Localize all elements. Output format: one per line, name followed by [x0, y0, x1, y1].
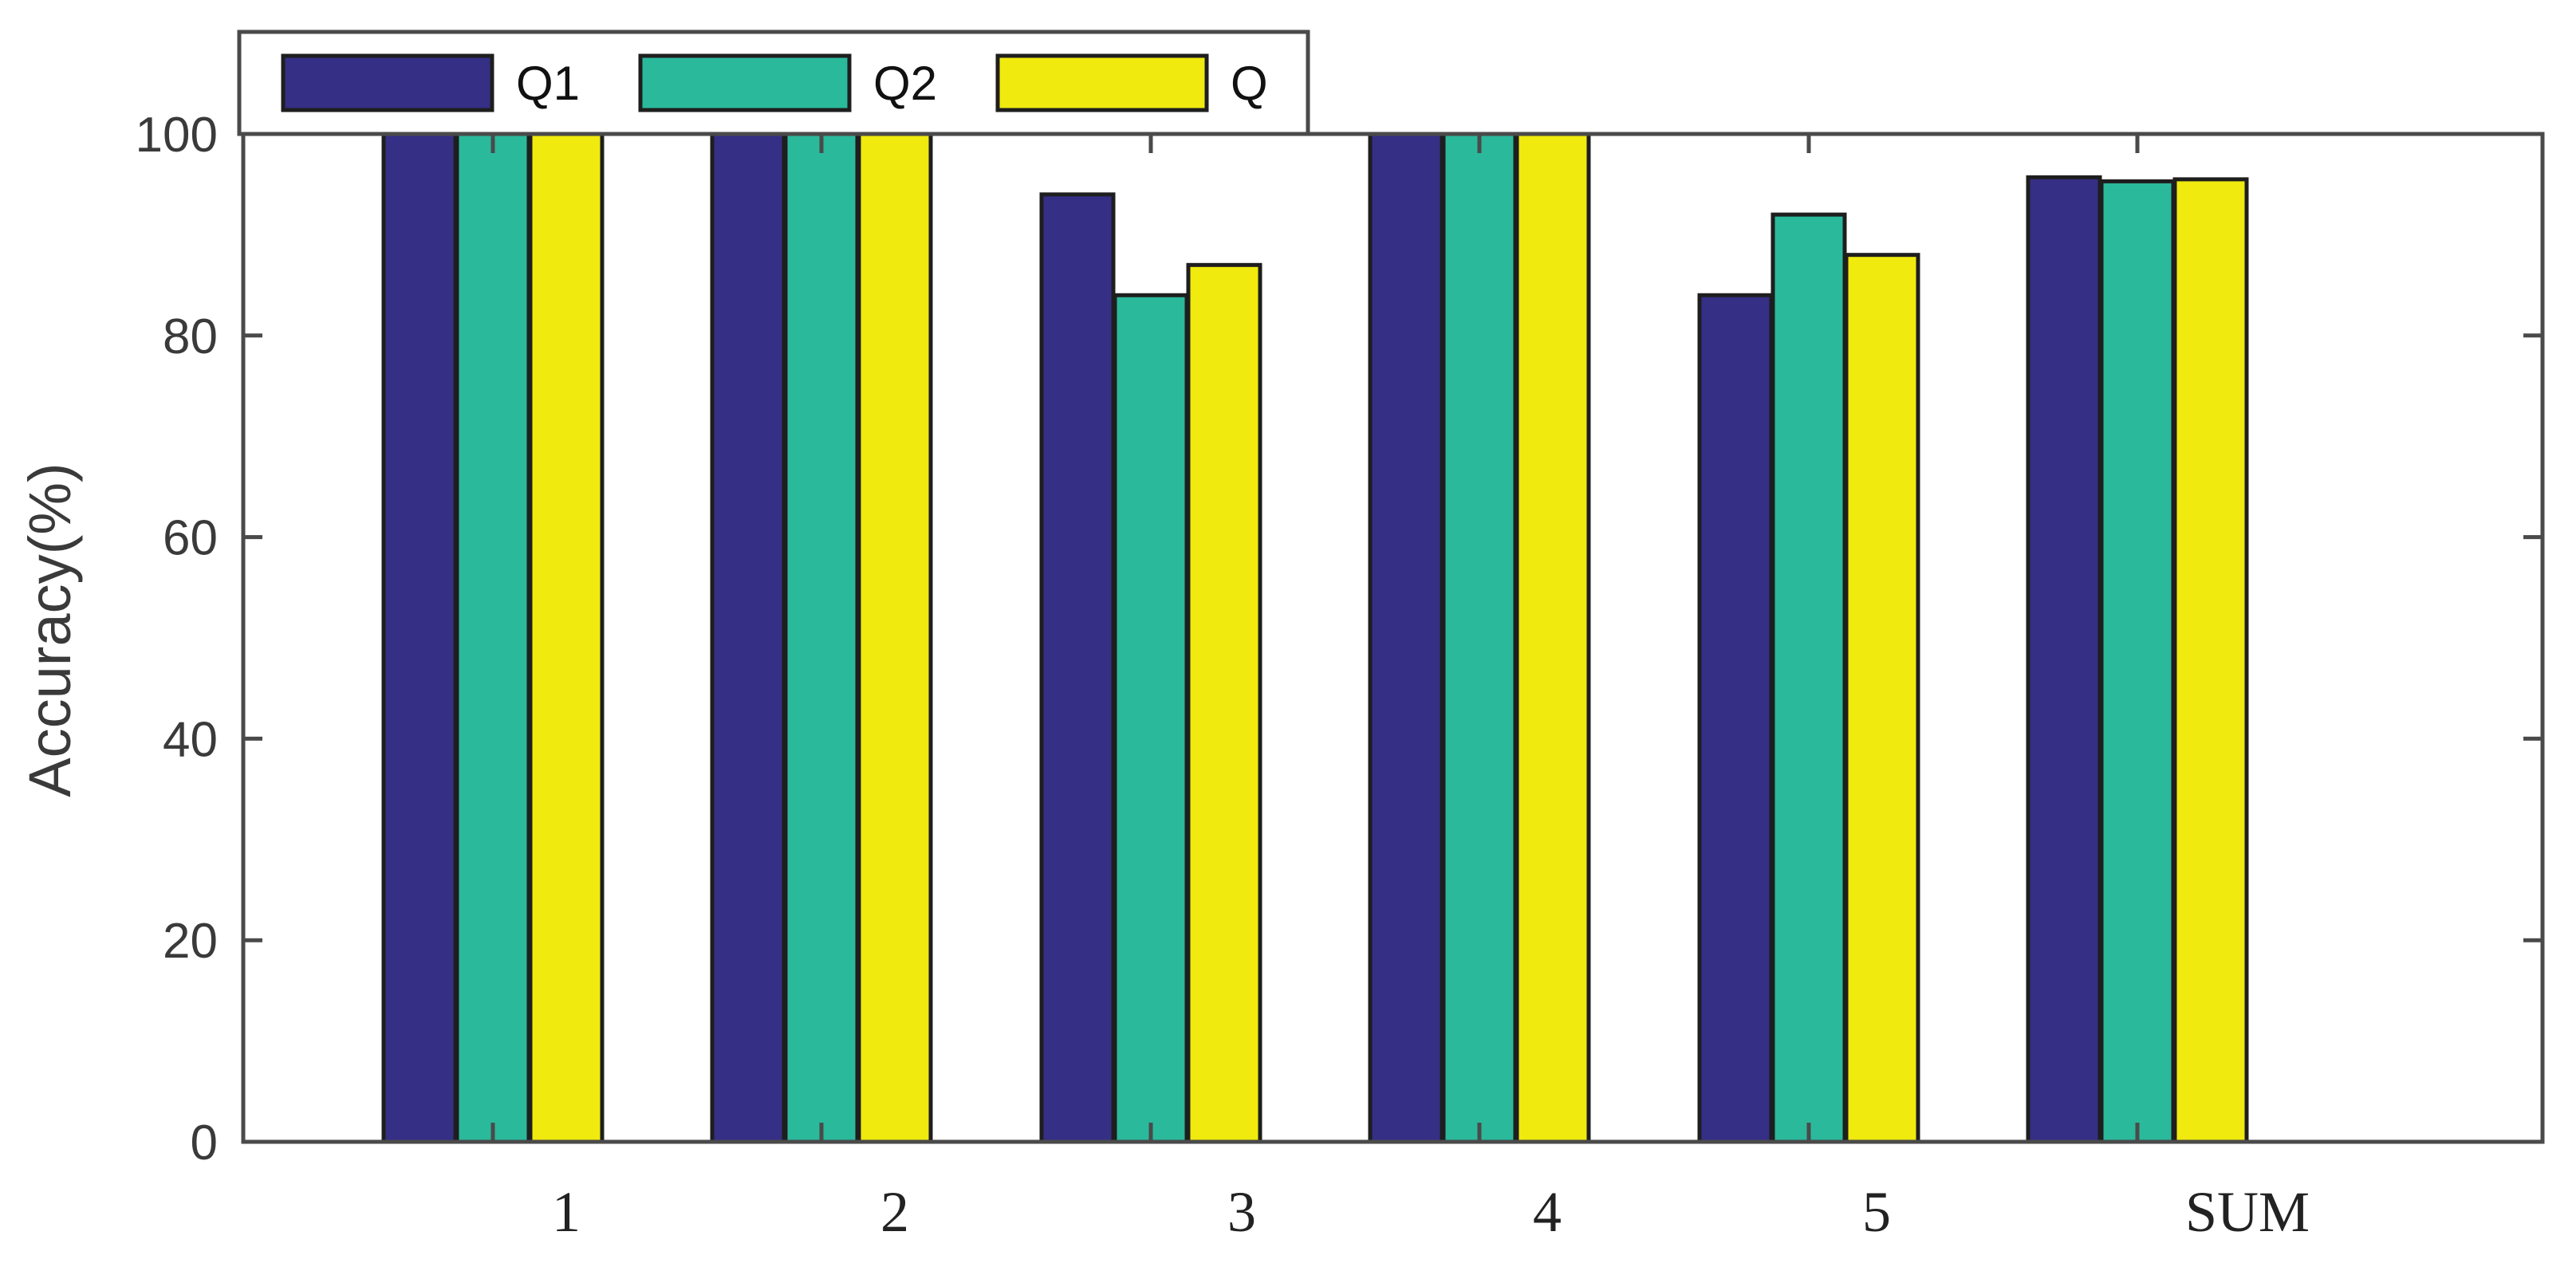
y-axis-title: Accuracy(%): [17, 462, 83, 797]
x-tick-label: 2: [880, 1180, 909, 1244]
legend-label-q: Q: [1231, 57, 1268, 110]
x-tick-label: 4: [1533, 1180, 1562, 1244]
legend-swatch-q1: [281, 53, 494, 112]
y-tick-label: 0: [191, 1115, 218, 1171]
y-tick-label: 60: [163, 511, 218, 566]
legend-swatch-q2: [638, 53, 852, 112]
x-tick-label: 3: [1227, 1180, 1256, 1244]
bar-q-sum: [2172, 177, 2249, 1144]
bar-q2-2: [783, 132, 860, 1144]
x-tick-label: 5: [1862, 1180, 1891, 1244]
plot-area-frame: [241, 132, 2545, 1144]
x-tick-label: SUM: [2185, 1180, 2310, 1244]
legend-swatch-q: [995, 53, 1209, 112]
bar-q2-1: [455, 132, 531, 1144]
bar-q1-1: [381, 132, 458, 1144]
ticks-layer: 1 2 3 4 5 SUM 0 20 40 60 80 100: [136, 108, 2543, 1244]
bar-q1-3: [1039, 192, 1116, 1144]
bar-q-3: [1186, 262, 1262, 1144]
bar-q2-3: [1113, 293, 1189, 1144]
x-tick-label: 1: [552, 1180, 581, 1244]
bar-q2-5: [1771, 212, 1847, 1144]
bar-q-5: [1844, 253, 1920, 1144]
y-tick-label: 80: [163, 309, 218, 364]
bar-q1-2: [710, 132, 786, 1144]
legend-items: Q1 Q2 Q: [281, 53, 1268, 112]
bar-q1-sum: [2026, 175, 2102, 1144]
bars-layer: [381, 132, 2249, 1144]
bar-q1-4: [1368, 132, 1444, 1144]
bar-q1-5: [1697, 293, 1774, 1144]
y-tick-label: 20: [163, 914, 218, 969]
legend: Q1 Q2 Q: [237, 30, 1310, 136]
bar-q2-sum: [2099, 179, 2176, 1144]
y-tick-label: 40: [163, 712, 218, 767]
legend-label-q1: Q1: [516, 57, 580, 110]
bar-q-2: [857, 132, 933, 1144]
legend-label-q2: Q2: [873, 57, 937, 110]
bar-q-1: [528, 132, 605, 1144]
bar-q2-4: [1441, 132, 1518, 1144]
bar-q-4: [1514, 132, 1591, 1144]
y-tick-label: 100: [136, 108, 218, 163]
